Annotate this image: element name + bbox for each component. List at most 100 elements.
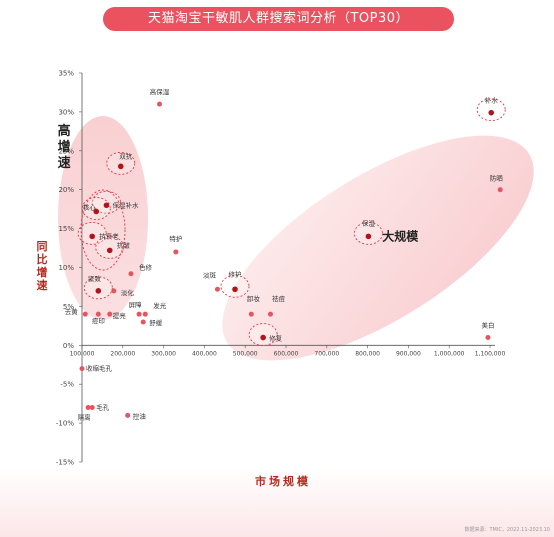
y-tick-label: 5% (63, 303, 74, 311)
point-label: 保湿 (362, 218, 376, 227)
data-point (89, 233, 95, 240)
point-label: 淡斑 (203, 270, 217, 279)
data-point (260, 334, 266, 341)
cluster-label-large-scale: 大规模 (382, 228, 419, 243)
point-label: 隔离 (78, 413, 92, 422)
data-point (103, 202, 110, 209)
point-label: 发光 (153, 301, 167, 310)
point-label: 淡化 (121, 288, 135, 297)
point-label: 防晒 (490, 174, 504, 183)
point-label: 修复 (269, 334, 283, 343)
point-label: 双抗 (119, 151, 133, 160)
background-fade (0, 467, 554, 537)
point-label: 色修 (139, 263, 153, 272)
point-label: 去黄 (65, 307, 79, 316)
data-point (142, 311, 148, 317)
y-tick-label: 15% (58, 225, 74, 233)
highlight-ring (353, 221, 383, 245)
data-point (128, 271, 134, 277)
highlight-ring (77, 221, 107, 245)
data-point (232, 286, 238, 293)
point-label: 控油 (133, 411, 146, 420)
data-point (157, 101, 163, 107)
data-point (89, 405, 95, 411)
highlight-ring (92, 190, 121, 214)
data-point (106, 247, 113, 254)
data-point (111, 288, 117, 294)
point-label: 修护 (229, 269, 242, 278)
cluster-label-high-growth: 高增速 (58, 123, 71, 171)
point-label: 紧致 (88, 274, 102, 283)
data-point (485, 335, 491, 341)
point-label: 核心 (83, 202, 97, 211)
point-label: 特护 (169, 234, 182, 243)
point-label: 收缩毛孔 (86, 364, 113, 373)
data-point (136, 311, 142, 317)
y-tick-label: 20% (58, 186, 74, 194)
data-point (214, 286, 220, 292)
highlight-ring (248, 323, 278, 346)
x-tick-label: 1,100,000 (475, 350, 506, 357)
highlight-ring (106, 151, 136, 175)
point-label: 卸妆 (247, 294, 261, 303)
point-label: 抗皱 (117, 240, 131, 249)
y-tick-label: -10% (56, 420, 74, 428)
point-label: 祛痘 (272, 294, 286, 303)
large-scale-cluster (222, 135, 534, 361)
y-tick-label: 30% (58, 108, 74, 116)
y-tick-label: -15% (56, 459, 74, 467)
x-tick-label: 500,000 (233, 350, 258, 357)
x-tick-label: 400,000 (192, 350, 217, 357)
x-tick-label: 100,000 (70, 350, 95, 357)
data-point (93, 208, 100, 215)
data-point (117, 163, 124, 170)
highlight-ring (95, 235, 125, 259)
cluster-dashed-ring (80, 189, 126, 271)
x-tick-label: 300,000 (151, 350, 176, 357)
data-point (82, 311, 88, 317)
data-point (125, 412, 131, 418)
point-label: 舒缓 (149, 318, 163, 327)
data-point (497, 187, 503, 193)
point-label: 高保湿 (150, 87, 170, 96)
data-point (95, 288, 102, 294)
x-tick-label: 700,000 (314, 350, 339, 357)
x-tick-label: 900,000 (396, 350, 421, 357)
y-tick-label: 10% (58, 264, 74, 272)
data-point (85, 405, 91, 411)
y-tick-label: -5% (60, 381, 74, 389)
y-tick-label: 35% (58, 70, 74, 78)
point-label: 痘印 (92, 316, 105, 325)
point-label: 抗衰老 (99, 231, 119, 240)
highlight-ring (220, 274, 250, 298)
point-label: 屏障 (129, 300, 143, 309)
data-point (79, 366, 85, 372)
data-point (173, 249, 179, 255)
point-label: 提亮 (113, 311, 127, 320)
highlight-ring (83, 276, 113, 300)
highlight-ring (476, 98, 506, 122)
y-tick-label: 25% (58, 147, 74, 155)
data-point (365, 233, 372, 240)
x-axis-title: 市场规模 (255, 474, 311, 488)
source-note: 数据来源：TMIC，2022.11-2023.10 (464, 527, 551, 533)
highlight-ring (81, 197, 111, 220)
point-label: 保湿补水 (112, 200, 139, 209)
point-label: 美白 (481, 321, 494, 330)
x-tick-label: 1,000,000 (434, 350, 465, 357)
x-tick-label: 200,000 (110, 350, 135, 357)
data-point (107, 311, 113, 317)
x-tick-label: 600,000 (274, 350, 299, 357)
point-label: 补水 (485, 96, 499, 105)
y-axis-title: 同比增速 (37, 240, 48, 292)
chart-title: 天猫淘宝干敏肌人群搜索词分析（TOP30） (103, 7, 454, 31)
point-label: 毛孔 (96, 403, 110, 412)
data-point (267, 311, 273, 317)
x-tick-label: 800,000 (355, 350, 380, 357)
data-point (488, 109, 495, 116)
data-point (140, 319, 146, 325)
data-point (248, 311, 254, 317)
data-point (95, 311, 101, 317)
y-tick-label: 0% (63, 342, 74, 350)
